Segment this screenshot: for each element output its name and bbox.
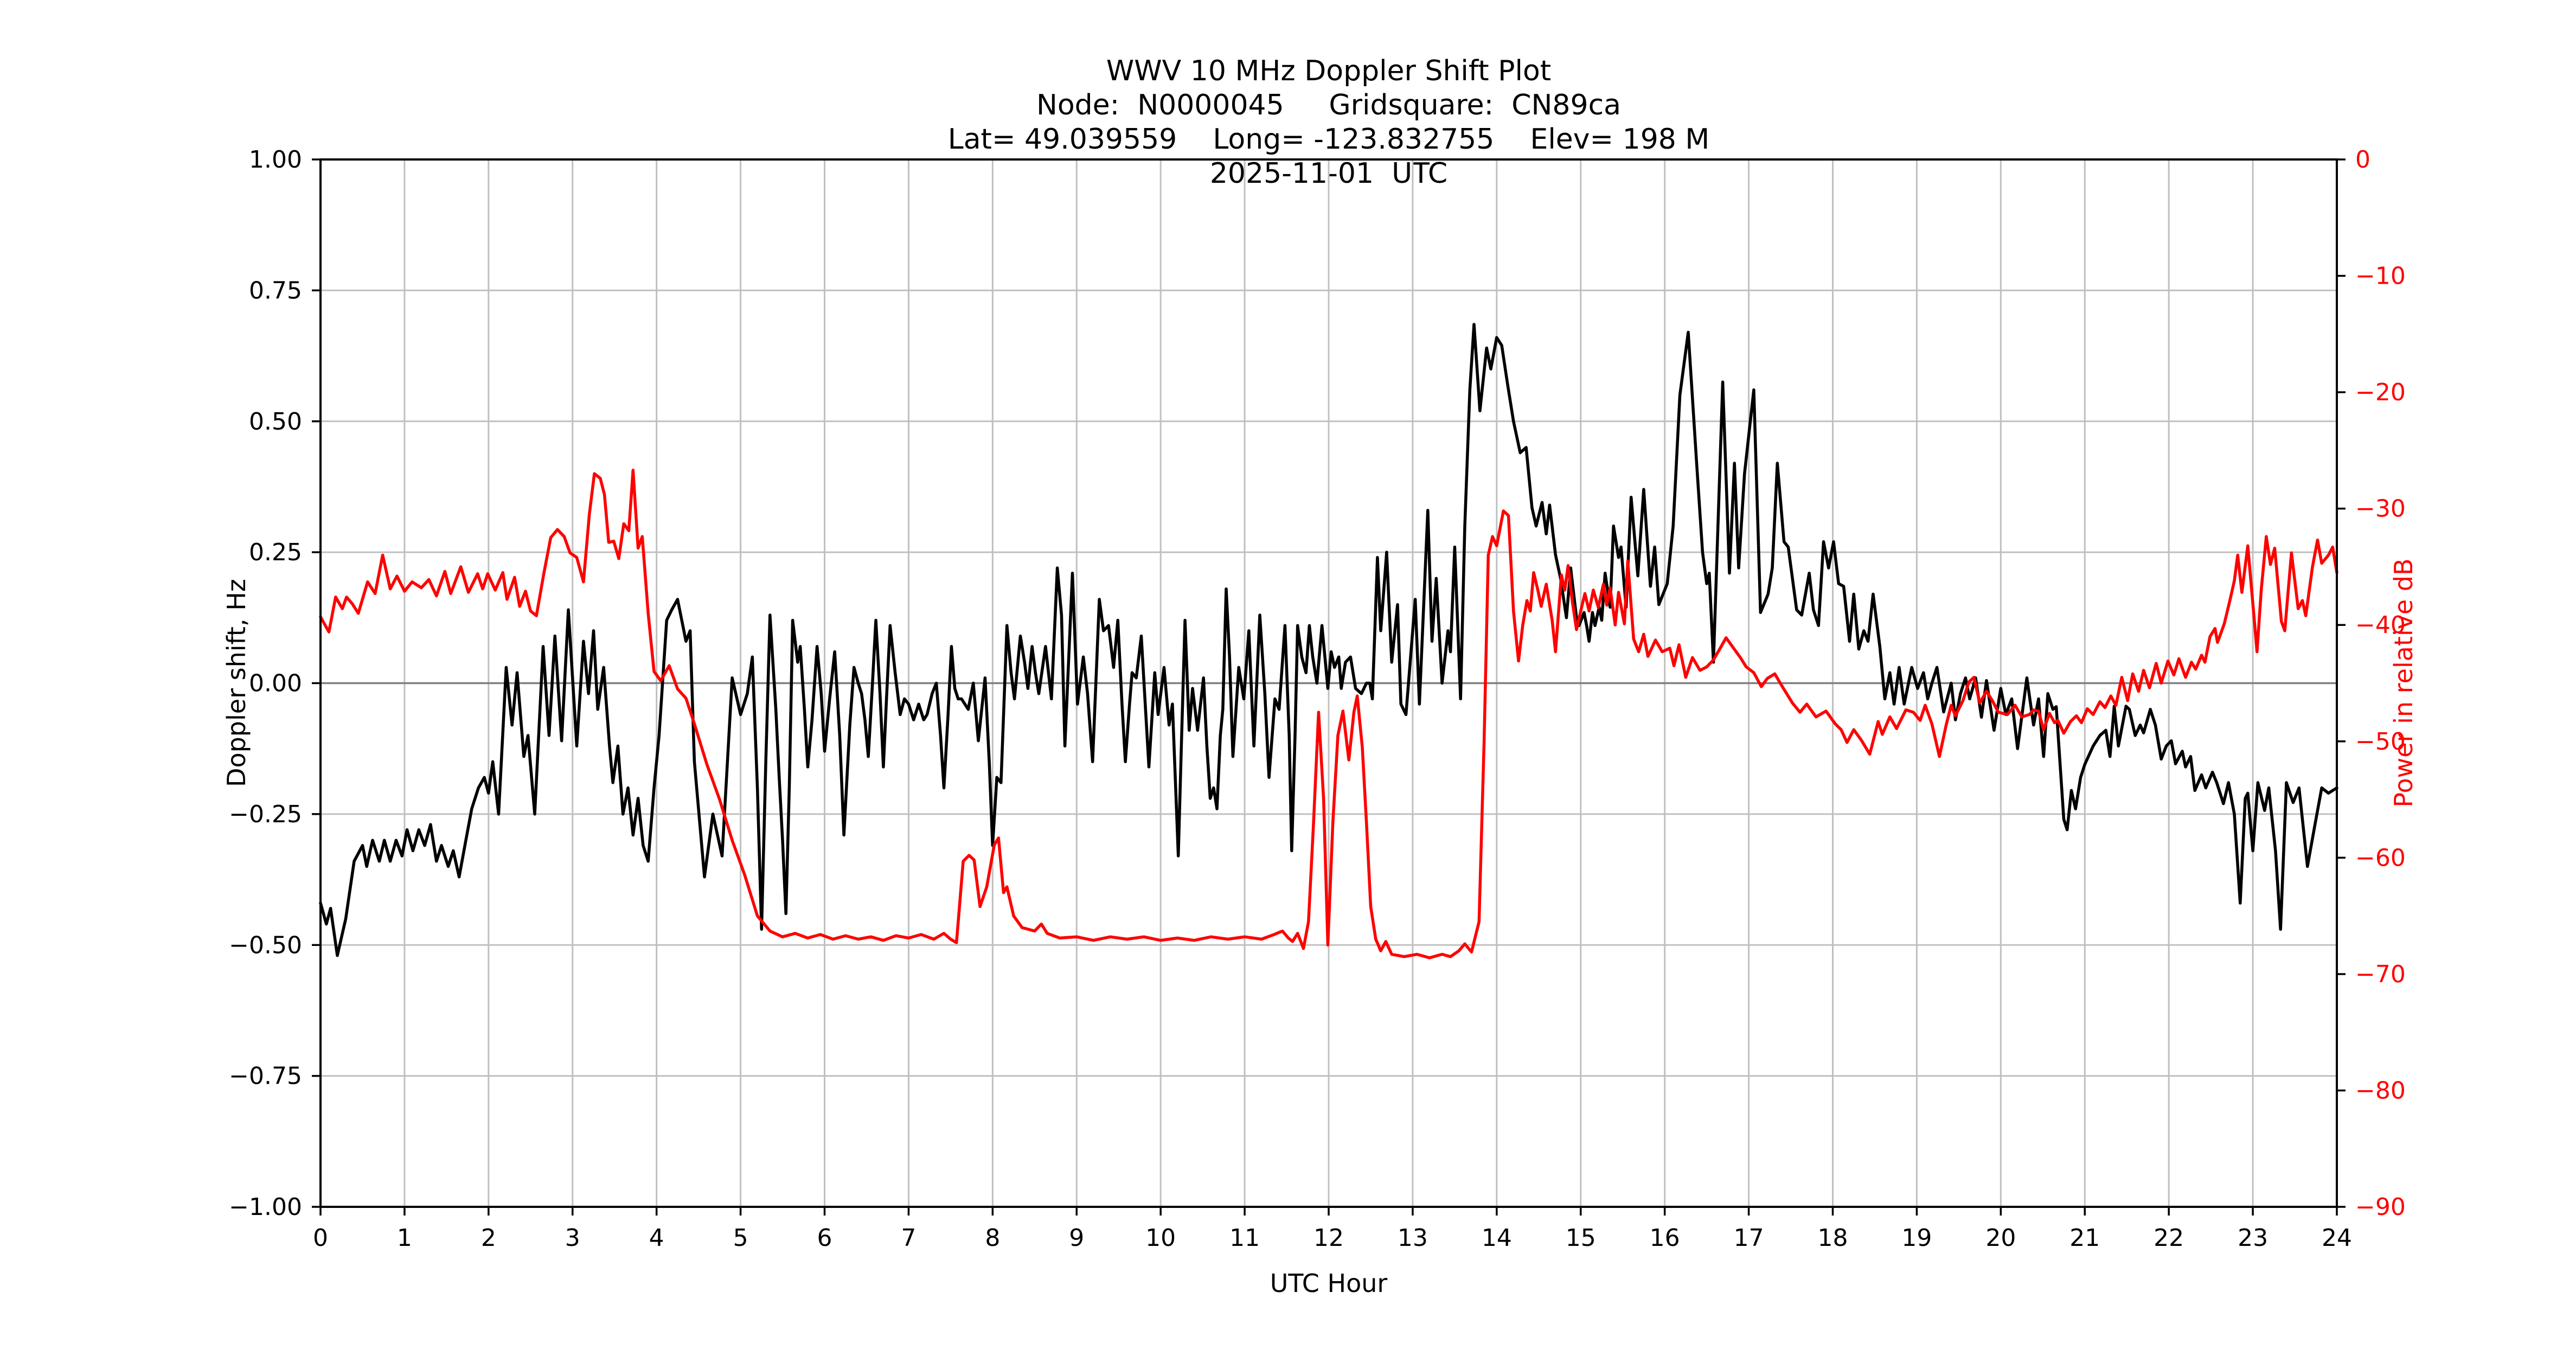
chart-subtitle-date: 2025-11-01 UTC <box>1209 157 1448 190</box>
y-right-tick-label: −40 <box>2355 611 2406 639</box>
y-left-tick-label: 0.75 <box>249 277 302 304</box>
y-right-tick-label: 0 <box>2355 146 2370 174</box>
y-right-tick-label: −80 <box>2355 1077 2406 1104</box>
y-right-tick-label: −10 <box>2355 263 2406 290</box>
y-right-tick-label: −20 <box>2355 379 2406 406</box>
x-tick-label: 24 <box>2322 1224 2352 1252</box>
x-tick-label: 1 <box>397 1224 412 1252</box>
x-tick-label: 15 <box>1566 1224 1596 1252</box>
x-tick-label: 17 <box>1734 1224 1764 1252</box>
y-left-tick-label: 1.00 <box>249 146 302 174</box>
x-tick-label: 3 <box>565 1224 580 1252</box>
x-tick-label: 8 <box>985 1224 1000 1252</box>
x-tick-label: 0 <box>313 1224 328 1252</box>
y-right-axis-label: Power in relative dB <box>2389 558 2418 807</box>
chart-subtitle-location: Lat= 49.039559 Long= -123.832755 Elev= 1… <box>947 123 1710 156</box>
y-left-axis-label: Doppler shift, Hz <box>222 579 251 787</box>
y-left-tick-label: 0.25 <box>249 539 302 566</box>
x-tick-label: 9 <box>1069 1224 1084 1252</box>
x-axis-label: UTC Hour <box>1270 1269 1388 1298</box>
x-tick-label: 2 <box>481 1224 496 1252</box>
chart-title: WWV 10 MHz Doppler Shift Plot <box>1106 55 1552 87</box>
y-left-tick-label: 0.00 <box>249 670 302 698</box>
chart-header: WWV 10 MHz Doppler Shift Plot Node: N000… <box>321 54 2337 191</box>
y-left-tick-label: −1.00 <box>229 1193 302 1221</box>
tick-label-layer: 0 1 2 3 4 5 6 7 8 9 10 11 12 13 14 15 16 17 18 19 20 21 22 23 24… <box>229 146 2406 1252</box>
y-left-tick-label: −0.50 <box>229 931 302 959</box>
chart-subtitle-node: Node: N0000045 Gridsquare: CN89ca <box>1036 89 1622 121</box>
y-right-tick-label: −50 <box>2355 728 2406 756</box>
axes-layer <box>312 158 2346 1216</box>
x-tick-label: 23 <box>2238 1224 2268 1252</box>
x-tick-label: 4 <box>649 1224 664 1252</box>
doppler-series-path <box>319 323 2338 957</box>
x-tick-label: 18 <box>1818 1224 1848 1252</box>
y-right-tick-label: −90 <box>2355 1193 2406 1221</box>
series-layer <box>319 323 2338 960</box>
x-tick-label: 14 <box>1482 1224 1512 1252</box>
x-tick-label: 16 <box>1650 1224 1680 1252</box>
y-left-tick-label: −0.75 <box>229 1063 302 1090</box>
x-tick-label: 22 <box>2154 1224 2184 1252</box>
x-tick-label: 13 <box>1398 1224 1428 1252</box>
y-right-tick-label: −30 <box>2355 495 2406 523</box>
y-right-tick-label: −70 <box>2355 961 2406 988</box>
x-tick-label: 5 <box>733 1224 748 1252</box>
y-left-tick-label: 0.50 <box>249 408 302 436</box>
x-tick-label: 20 <box>1985 1224 2016 1252</box>
x-tick-label: 7 <box>901 1224 916 1252</box>
power-series-path <box>319 469 2338 960</box>
y-right-tick-label: −60 <box>2355 844 2406 872</box>
x-tick-label: 11 <box>1229 1224 1260 1252</box>
x-tick-label: 19 <box>1901 1224 1932 1252</box>
y-left-tick-label: −0.25 <box>229 801 302 828</box>
x-tick-label: 21 <box>2069 1224 2100 1252</box>
x-tick-label: 10 <box>1145 1224 1176 1252</box>
x-tick-label: 12 <box>1313 1224 1344 1252</box>
x-tick-label: 6 <box>817 1224 832 1252</box>
